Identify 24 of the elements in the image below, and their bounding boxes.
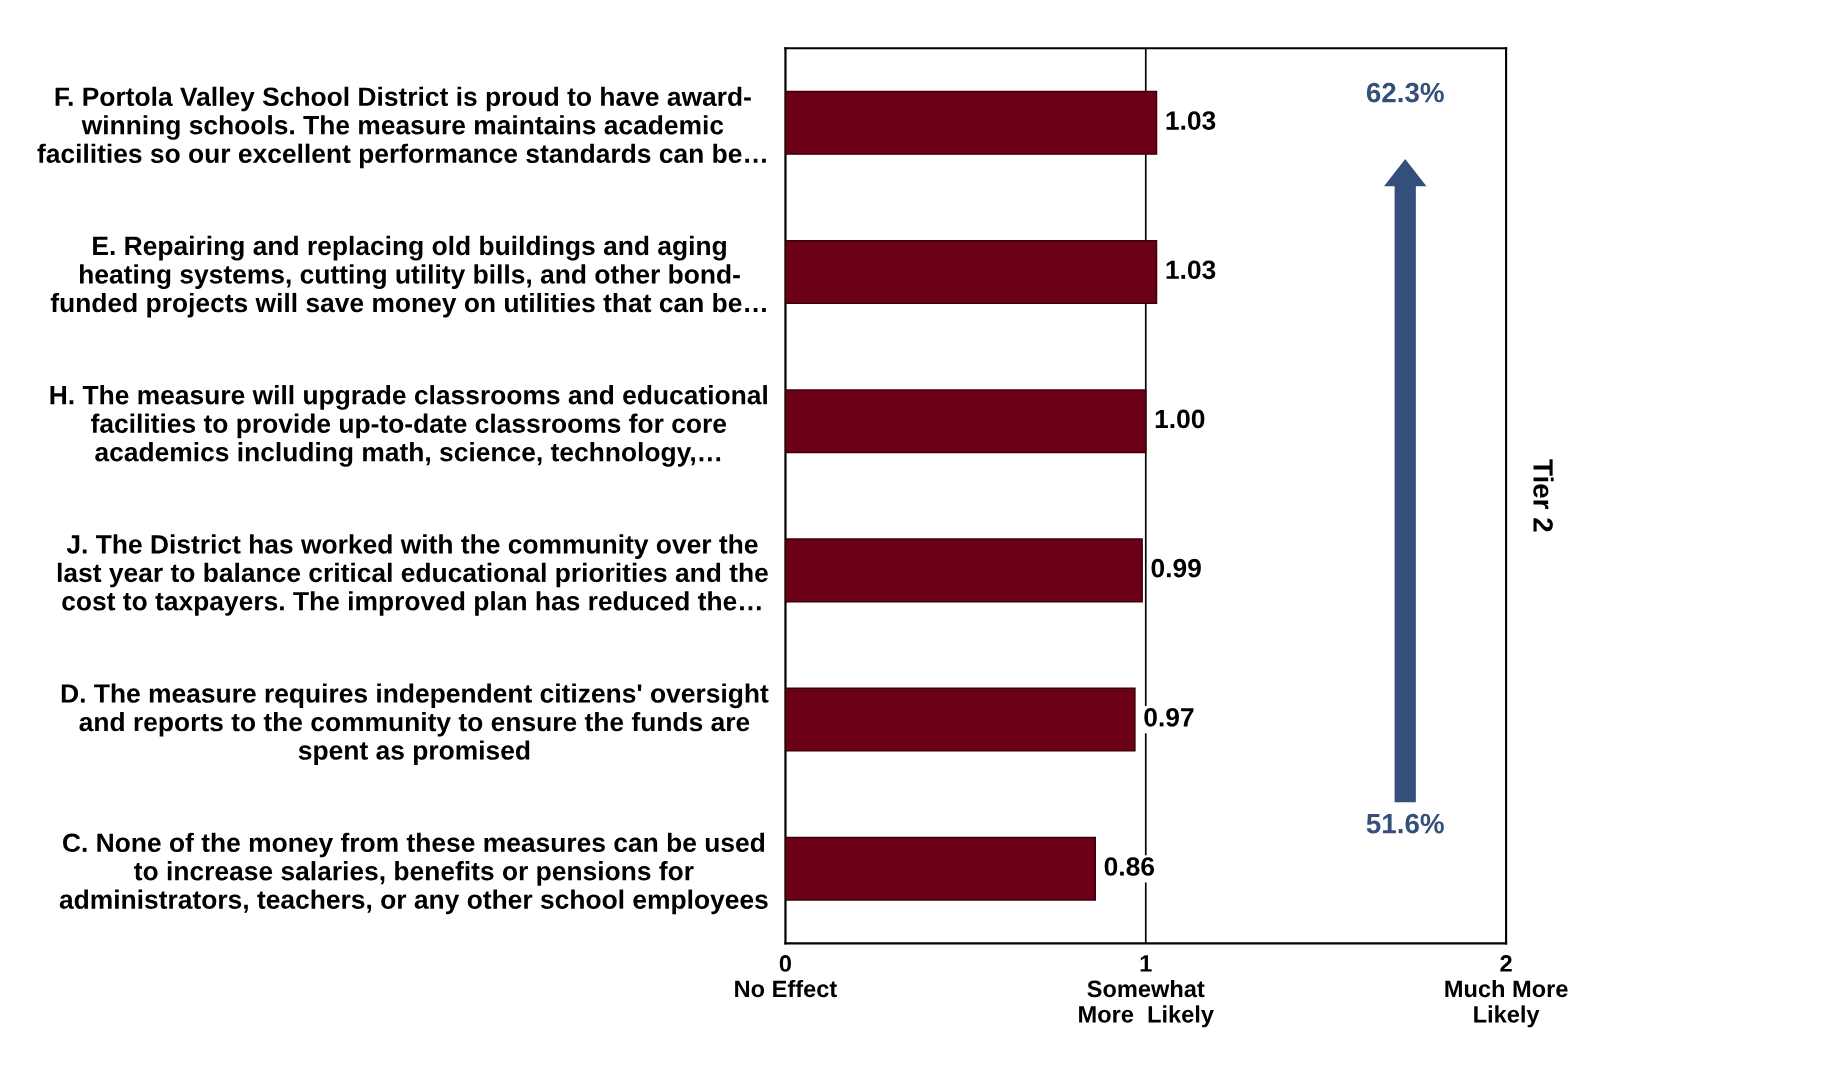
data-label: 1.03 xyxy=(1166,260,1216,280)
bar xyxy=(785,538,1143,603)
data-label: 0.86 xyxy=(1104,857,1155,876)
text: Tier 2 xyxy=(1533,459,1554,532)
data-label: 1.00 xyxy=(1155,409,1205,429)
y-tick-label: J. The District has worked with the community over the last year to balance critical educational priorities and the cost to taxpayers. The improved plan has reduced the… xyxy=(57,534,768,616)
bar xyxy=(785,389,1147,454)
bar xyxy=(785,90,1158,155)
x-tick-label: 1 Somewhat More Likely xyxy=(1079,955,1214,1028)
annotation: 51.6% xyxy=(1366,813,1444,834)
bar xyxy=(785,836,1097,901)
y-tick-label: D. The measure requires independent citizens' oversight and reports to the community to ensure the funds are spent as promised xyxy=(61,683,769,766)
annotation: 62.3% xyxy=(1366,82,1444,103)
data-label: 1.03 xyxy=(1166,111,1216,130)
y-tick-label: C. None of the money from these measures can be used to increase salaries, benefits or pensions for administrators, teachers, or any other school employees xyxy=(59,832,768,915)
x-tick-label: 0 No Effect xyxy=(735,955,837,998)
y-tick-label: F. Portola Valley School District is proud to have award- winning schools. The measure maintains academic facilities so our excellent performance standards can be… xyxy=(37,86,766,169)
bar xyxy=(785,239,1158,305)
data-label: 0.99 xyxy=(1151,558,1201,578)
y-tick-label: H. The measure will upgrade classrooms and educational facilities to provide up-to-date classrooms for core academics including math, science, technology,… xyxy=(50,385,767,467)
x-tick-label: 2 Much More Likely xyxy=(1445,955,1568,1028)
y-tick-label: E. Repairing and replacing old buildings and aging heating systems, cutting utility bills, and other bond- funded projects will save money on utilities that can be… xyxy=(50,235,766,318)
bar xyxy=(785,687,1136,752)
data-label: 0.97 xyxy=(1144,707,1194,727)
